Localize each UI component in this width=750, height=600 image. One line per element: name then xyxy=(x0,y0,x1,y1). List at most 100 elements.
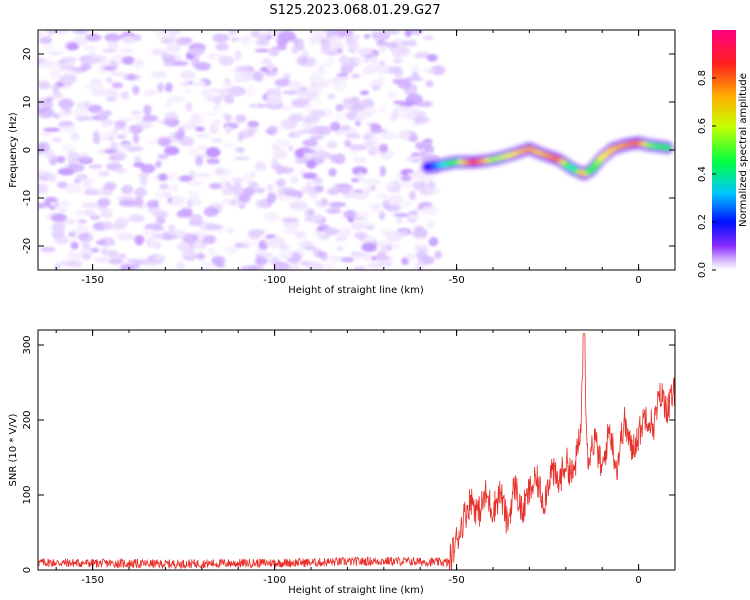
snr-line xyxy=(38,333,675,570)
noise-blob xyxy=(405,111,417,120)
noise-blob xyxy=(51,136,63,143)
noise-blob xyxy=(266,184,274,192)
noise-blob xyxy=(92,133,101,145)
noise-blob xyxy=(379,165,387,177)
noise-blob xyxy=(257,31,268,43)
noise-blob xyxy=(395,105,408,112)
noise-blob xyxy=(339,54,350,66)
noise-blob xyxy=(266,93,283,104)
y-tick-label: 300 xyxy=(22,335,33,354)
x-tick-label: -100 xyxy=(263,275,286,286)
noise-blob xyxy=(369,53,379,64)
noise-blob xyxy=(224,126,232,134)
noise-blob xyxy=(43,127,61,132)
noise-blob xyxy=(264,237,282,248)
noise-blob xyxy=(80,248,95,256)
colorbar: 0.0 0.2 0.4 0.6 0.8 Normalized spectral ampl… xyxy=(697,30,749,278)
noise-blob xyxy=(119,263,135,270)
noise-blob xyxy=(102,221,113,230)
noise-blob xyxy=(107,249,119,258)
noise-blob xyxy=(352,189,365,194)
noise-blob xyxy=(51,83,60,94)
spectrogram-x-ticks: -150 -100 -50 0 xyxy=(55,30,676,286)
noise-blob xyxy=(237,65,251,73)
noise-blob xyxy=(101,119,115,126)
noise-blob xyxy=(78,231,94,243)
noise-blob xyxy=(332,82,348,92)
noise-blob xyxy=(121,128,132,135)
y-tick-label: -20 xyxy=(22,238,33,254)
noise-blob xyxy=(209,182,223,190)
noise-blob xyxy=(387,91,398,99)
noise-blob xyxy=(351,73,361,79)
noise-blob xyxy=(69,228,80,240)
noise-blob xyxy=(38,202,47,209)
noise-blob xyxy=(211,119,222,125)
noise-blob xyxy=(149,255,156,261)
noise-blob xyxy=(359,90,370,96)
noise-blob xyxy=(428,236,439,247)
noise-blob xyxy=(321,262,336,270)
snr-frame xyxy=(37,329,676,571)
noise-blob xyxy=(304,207,315,219)
noise-blob xyxy=(397,129,411,140)
noise-blob xyxy=(113,168,128,174)
noise-blob xyxy=(335,30,354,37)
noise-blob xyxy=(38,107,55,119)
noise-blob xyxy=(74,157,87,162)
noise-blob xyxy=(57,111,70,118)
noise-blob xyxy=(313,151,323,159)
noise-blob xyxy=(195,155,204,167)
noise-blob xyxy=(58,199,70,208)
noise-blob xyxy=(226,227,235,234)
colorbar-ticks: 0.0 0.2 0.4 0.6 0.8 xyxy=(697,70,716,278)
noise-blob xyxy=(325,49,339,56)
noise-blob xyxy=(312,176,323,185)
noise-blob xyxy=(101,247,108,256)
noise-blob xyxy=(102,65,115,71)
noise-blob xyxy=(324,57,335,68)
noise-blob xyxy=(353,231,368,240)
noise-blob xyxy=(393,66,404,78)
noise-blob xyxy=(390,242,401,250)
noise-blob xyxy=(409,135,419,143)
noise-blob xyxy=(149,240,160,247)
noise-blob xyxy=(110,71,127,77)
noise-blob xyxy=(116,134,127,140)
noise-blob xyxy=(405,252,416,262)
noise-blob xyxy=(294,148,305,159)
noise-blob xyxy=(200,260,214,270)
noise-blob xyxy=(299,93,309,100)
noise-blob xyxy=(344,139,352,147)
noise-blob xyxy=(128,214,145,223)
noise-blob xyxy=(302,139,319,147)
noise-blob xyxy=(350,34,361,41)
noise-blob xyxy=(118,48,134,53)
snr-x-ticks: -150 -100 -50 0 xyxy=(55,330,676,586)
noise-blob xyxy=(328,201,347,208)
noise-blob xyxy=(300,185,311,194)
spectrogram-noise xyxy=(38,30,446,270)
x-tick-label: 0 xyxy=(635,275,641,286)
noise-blob xyxy=(88,164,103,169)
noise-blob xyxy=(365,63,378,75)
noise-blob xyxy=(323,227,339,236)
noise-blob xyxy=(413,115,430,124)
noise-blob xyxy=(376,39,386,46)
noise-blob xyxy=(174,130,186,141)
noise-blob xyxy=(333,75,350,82)
noise-blob xyxy=(274,138,291,149)
noise-blob xyxy=(108,135,115,141)
noise-blob xyxy=(121,144,133,149)
noise-blob xyxy=(279,123,287,129)
noise-blob xyxy=(243,173,255,183)
noise-blob xyxy=(219,177,227,189)
noise-blob xyxy=(151,48,166,56)
noise-blob xyxy=(353,252,363,259)
snr-y-ticks: 0 100 200 300 xyxy=(22,335,675,573)
noise-blob xyxy=(38,81,51,90)
snr-y-label: SNR (10 * V/V) xyxy=(8,413,19,486)
noise-blob xyxy=(348,149,359,155)
noise-blob xyxy=(425,220,436,229)
